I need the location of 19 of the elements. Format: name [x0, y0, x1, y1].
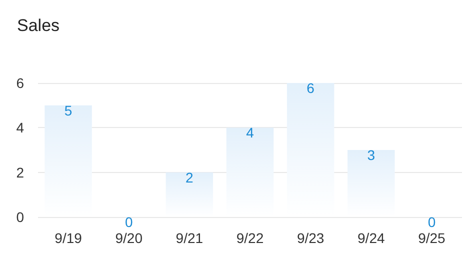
- x-tick-label: 9/24: [358, 230, 385, 246]
- chart-title: Sales: [17, 16, 60, 35]
- x-tick-label: 9/21: [176, 230, 204, 246]
- x-tick-label: 9/20: [115, 230, 143, 246]
- data-label: 4: [246, 124, 254, 141]
- data-label: 0: [124, 214, 133, 230]
- x-tick-label: 9/19: [54, 230, 82, 246]
- y-tick-label: 2: [16, 164, 24, 180]
- x-tick-label: 9/25: [418, 230, 446, 246]
- x-tick-label: 9/22: [236, 230, 264, 246]
- y-tick-label: 0: [16, 209, 24, 225]
- x-tick-label: 9/23: [296, 230, 324, 246]
- y-tick-label: 6: [16, 75, 24, 91]
- data-label: 3: [367, 147, 376, 163]
- data-label: 2: [186, 169, 194, 186]
- data-label: 5: [64, 102, 72, 118]
- data-label: 6: [306, 80, 315, 96]
- data-label: 0: [428, 214, 436, 230]
- y-tick-label: 4: [16, 120, 24, 136]
